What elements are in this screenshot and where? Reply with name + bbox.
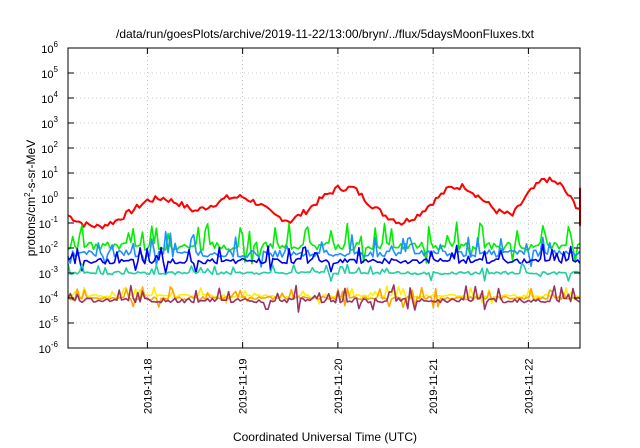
y-tick-label: 10-4 <box>39 290 59 306</box>
y-tick-label: 10-5 <box>39 315 59 331</box>
y-tick-label: 104 <box>41 90 58 106</box>
x-axis-label: Coordinated Universal Time (UTC) <box>233 430 417 444</box>
y-tick-label: 10-2 <box>39 240 59 256</box>
series-line <box>67 176 581 230</box>
x-tick-label: 2019-11-21 <box>428 359 440 414</box>
series-line <box>67 284 581 313</box>
x-tick-label: 2019-11-20 <box>333 359 345 414</box>
series-line <box>67 221 581 265</box>
series-line <box>67 262 581 282</box>
y-tick-label: 103 <box>41 115 58 131</box>
y-axis-label: protons/cm2-s-sr-MeV <box>23 140 38 256</box>
x-tick-label: 2019-11-22 <box>523 359 535 414</box>
y-tick-label: 100 <box>41 190 58 206</box>
series-line <box>67 286 581 309</box>
series-line <box>67 243 581 274</box>
y-tick-label: 106 <box>41 40 58 56</box>
y-axis-ticks: 10-6 10-5 10-4 10-3 10-2 10-1 100 101 102 103 104 1… <box>39 40 580 356</box>
y-tick-label: 105 <box>41 65 58 81</box>
series-line <box>67 285 581 305</box>
y-tick-label: 10-3 <box>39 265 59 281</box>
x-axis-ticks: 2019-11-18 2019-11-19 2019-11-20 2019-11-21… <box>142 48 535 414</box>
y-tick-label: 10-1 <box>39 215 59 231</box>
series-line <box>67 231 581 268</box>
grid-lines <box>68 48 580 348</box>
data-series <box>67 176 581 313</box>
x-tick-label: 2019-11-18 <box>142 359 154 414</box>
chart-title: /data/run/goesPlots/archive/2019-11-22/1… <box>116 27 535 41</box>
y-tick-label: 102 <box>41 140 58 156</box>
x-tick-label: 2019-11-19 <box>238 359 250 414</box>
y-tick-label: 101 <box>41 165 58 181</box>
y-tick-label: 10-6 <box>39 340 59 356</box>
